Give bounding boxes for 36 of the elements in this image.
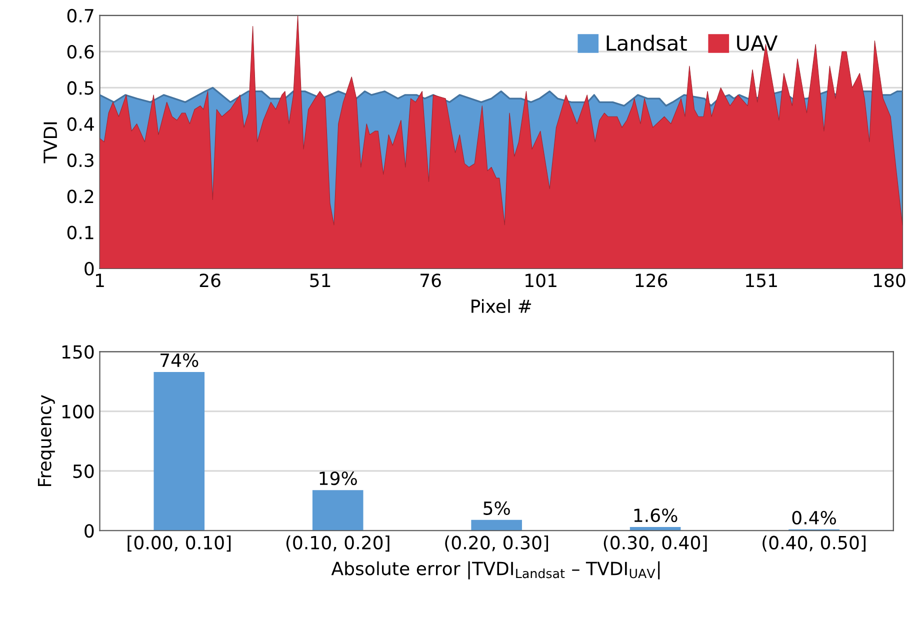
legend-label: Landsat — [606, 34, 687, 51]
x-tick-label: 151 — [746, 274, 777, 288]
x-axis-title: Pixel # — [472, 299, 532, 314]
x-tick-label: (0.10, 0.20] — [286, 535, 390, 552]
x-tick-label: 26 — [200, 274, 220, 288]
x-tick-label: 76 — [420, 274, 441, 288]
x-tick-label: (0.20, 0.30] — [445, 535, 548, 552]
x-tick-label: [0.00, 0.10] — [128, 535, 231, 552]
y-tick-label: 0.4 — [67, 117, 94, 131]
y-tick-label: 0.6 — [67, 45, 94, 59]
y-tick-label: 50 — [73, 464, 94, 478]
y-tick-label: 0.2 — [67, 190, 94, 204]
y-tick-label: 0 — [84, 262, 94, 276]
y-axis-title: TVDI — [44, 122, 57, 164]
x-tick-label: 51 — [310, 274, 330, 288]
y-tick-label: 0.7 — [67, 8, 94, 23]
annotation: 5% — [484, 501, 510, 515]
x-tick-label: (0.40, 0.50] — [762, 535, 866, 552]
annotation: 1.6% — [634, 508, 678, 522]
x-axis-title: Absolute error |TVDI$_{Landsat}$ – TVDI$_{UAV}$| — [331, 561, 660, 580]
y-tick-label: 150 — [62, 345, 94, 359]
annotation: 74% — [160, 353, 198, 368]
y-tick-label: 0 — [84, 524, 94, 538]
x-tick-label: 101 — [526, 274, 556, 288]
x-tick-label: 1 — [96, 274, 104, 287]
y-tick-label: 0.1 — [67, 226, 94, 240]
x-tick-label: 180 — [874, 274, 906, 288]
annotation: 19% — [320, 472, 357, 486]
x-tick-label: (0.30, 0.40] — [604, 535, 707, 552]
y-tick-label: 0.3 — [67, 153, 94, 168]
y-tick-label: 100 — [62, 404, 94, 418]
annotation: 0.4% — [792, 510, 836, 525]
x-tick-label: 126 — [636, 274, 668, 288]
y-tick-label: 0.5 — [67, 81, 94, 95]
y-axis-title: Frequency — [38, 395, 55, 486]
legend-label: UAV — [737, 35, 778, 51]
